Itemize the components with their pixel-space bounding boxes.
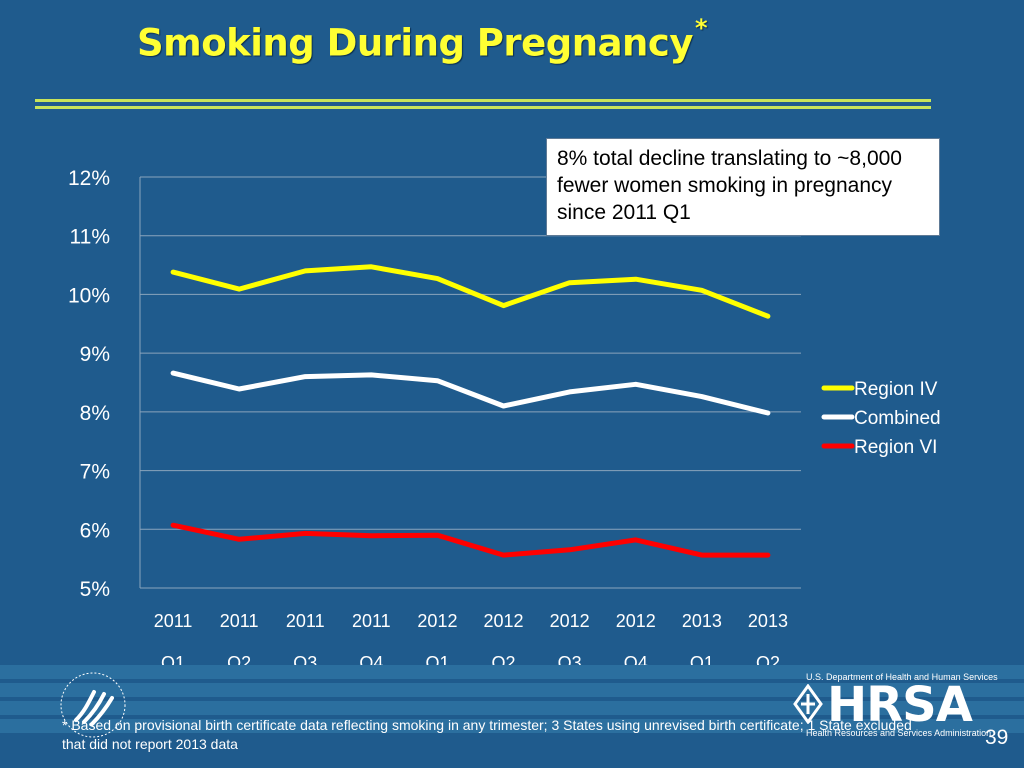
x-tick-label: 2012: [550, 611, 590, 631]
y-tick-label: 12%: [68, 167, 110, 190]
footnote: * Based on provisional birth certificate…: [62, 717, 912, 752]
hhs-department-label: U.S. Department of Health and Human Serv…: [806, 672, 998, 682]
y-tick-label: 9%: [80, 343, 110, 366]
legend-label-region-iv: Region IV: [854, 379, 938, 400]
series-line-region-vi: [170, 522, 771, 558]
legend-label-combined: Combined: [854, 408, 941, 429]
footer-stripe: [0, 683, 1024, 697]
footer-stripe: [0, 665, 1024, 679]
hrsa-subtitle: Health Resources and Services Administra…: [806, 728, 992, 738]
x-tick-label: 2012: [616, 611, 656, 631]
series-line-region-iv: [170, 264, 771, 319]
chart-legend: Region IV Combined Region VI: [821, 379, 941, 458]
x-tick-label: 2011: [352, 611, 391, 631]
x-tick-label: 2012: [484, 611, 524, 631]
x-tick-label: 2012: [417, 611, 457, 631]
x-tick-label: 2011: [286, 611, 325, 631]
slide-title: Smoking During Pregnancy*: [137, 14, 708, 65]
y-axis: 5% 6% 7% 8% 9% 10% 11% 12%: [68, 167, 110, 601]
footer-stripe: [0, 701, 1024, 715]
annotation-box: 8% total decline translating to ~8,000 f…: [546, 138, 940, 236]
chart-series: [170, 264, 771, 558]
footer-stripe: [0, 719, 1024, 733]
footer-band: [0, 665, 1024, 768]
chart-gridlines: [139, 176, 801, 589]
x-tick-label: 2013: [748, 611, 788, 631]
x-tick-label: 2011: [154, 611, 193, 631]
x-axis: 2011Q12011Q22011Q32011Q42012Q12012Q22012…: [154, 611, 788, 673]
y-tick-label: 6%: [80, 519, 110, 542]
y-tick-label: 5%: [80, 578, 110, 601]
x-tick-label: 2013: [682, 611, 722, 631]
hrsa-logo: HRSA: [827, 677, 973, 733]
title-asterisk: *: [694, 14, 708, 42]
title-rule-top: [35, 99, 931, 102]
series-line-combined: [170, 370, 771, 416]
hhs-eagle-logo-icon: [60, 672, 126, 738]
y-tick-label: 11%: [70, 226, 110, 249]
page-number: 39: [985, 726, 1009, 749]
y-tick-label: 10%: [68, 284, 110, 307]
title-rule-bottom: [35, 106, 931, 109]
line-chart: 5% 6% 7% 8% 9% 10% 11% 12% 2011Q12011Q22011Q320…: [68, 167, 941, 673]
y-tick-label: 7%: [80, 461, 110, 484]
hrsa-emblem-icon: [793, 684, 823, 724]
legend-label-region-vi: Region VI: [854, 437, 937, 458]
y-tick-label: 8%: [80, 402, 110, 425]
x-tick-label: 2011: [220, 611, 259, 631]
slide-title-text: Smoking During Pregnancy: [137, 21, 693, 65]
